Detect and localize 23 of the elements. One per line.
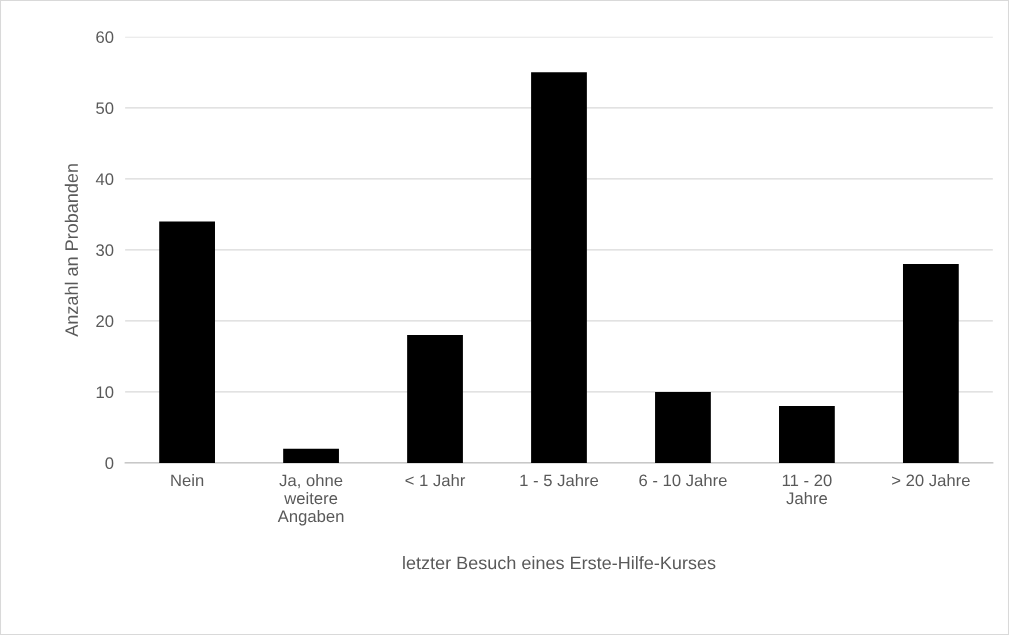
bar (902, 264, 959, 463)
y-axis-title: Anzahl an Probanden (64, 164, 79, 337)
x-tick-label: 6 - 10 Jahre (639, 474, 727, 487)
y-tick-label: 50 (96, 102, 114, 115)
x-tick-label: < 1 Jahr (405, 474, 466, 487)
y-tick-label: 10 (96, 386, 114, 399)
y-tick-label: 30 (96, 244, 114, 257)
x-axis-title: letzter Besuch eines Erste-Hilfe-Kurses (403, 556, 716, 570)
bar (779, 406, 835, 463)
bar (407, 335, 463, 463)
x-tick-label: Ja, ohne weitere Angaben (277, 474, 344, 526)
bar (531, 72, 587, 463)
y-tick-label: 60 (96, 31, 114, 44)
x-tick-label: 11 - 20 Jahre (782, 474, 832, 505)
x-tick-label: 1 - 5 Jahre (520, 474, 599, 487)
y-tick-label: 0 (105, 457, 114, 470)
x-tick-label: > 20 Jahre (892, 474, 970, 487)
bar (655, 391, 711, 463)
x-tick-label: Nein (171, 474, 204, 487)
bar (283, 448, 339, 463)
bar (159, 221, 215, 463)
y-tick-label: 20 (96, 315, 114, 328)
y-tick-label: 40 (95, 173, 114, 186)
